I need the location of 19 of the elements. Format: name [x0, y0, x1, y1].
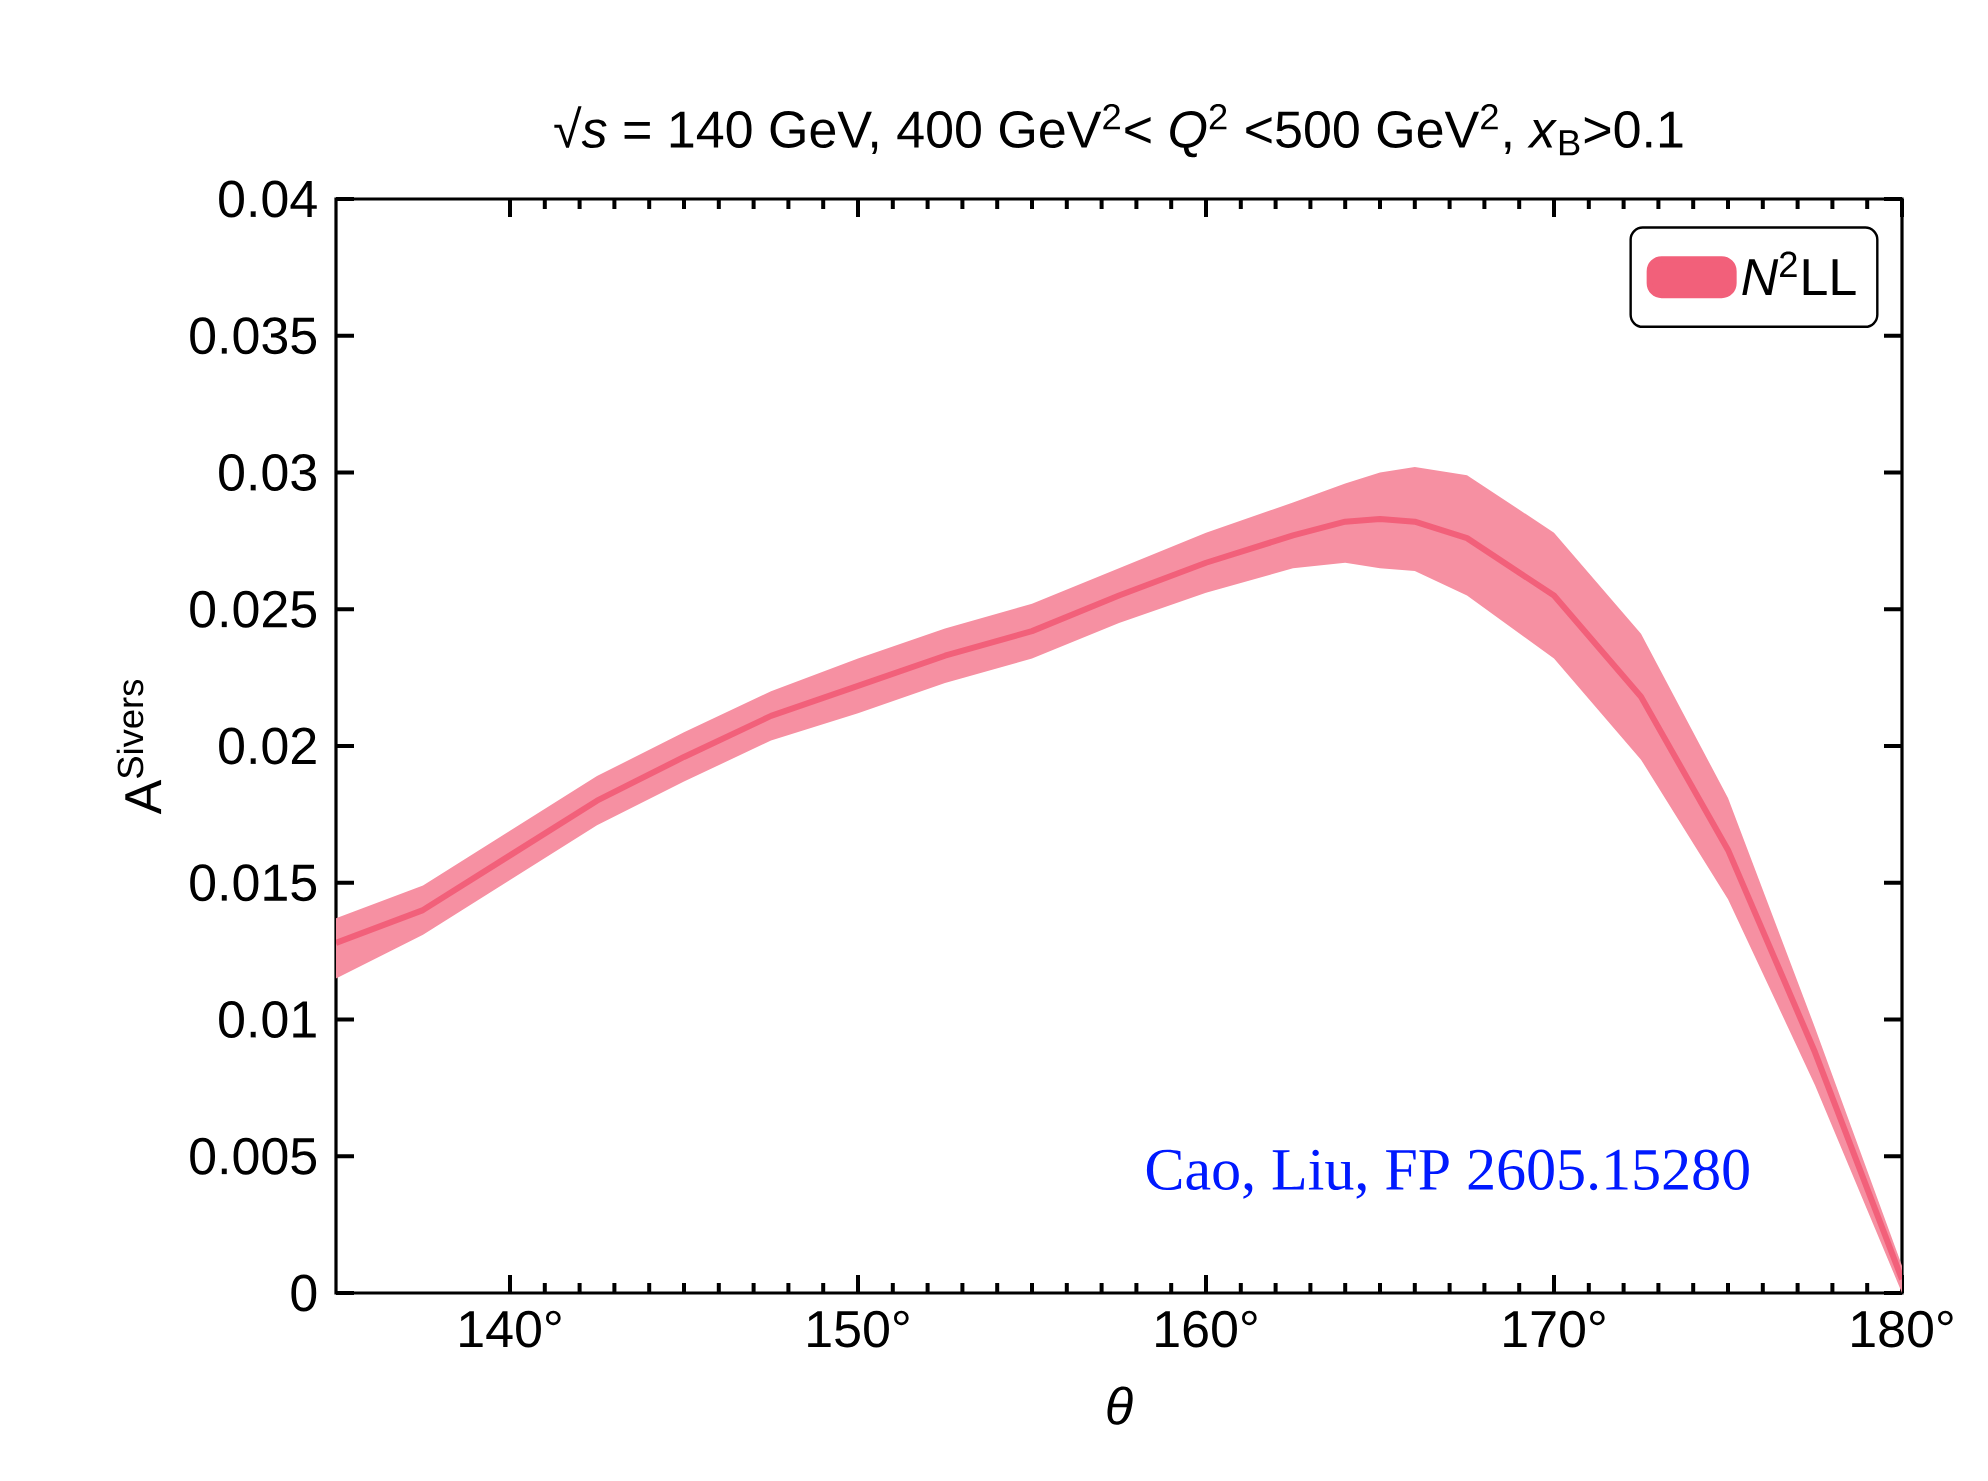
- y-tick-label: 0: [291, 1274, 317, 1312]
- y-tick-label: 0.01: [219, 1001, 316, 1038]
- x-tick-label: 150°: [808, 1310, 909, 1348]
- y-tick-label: 0.04: [219, 180, 317, 218]
- x-tick-label: 160°: [1156, 1310, 1257, 1348]
- legend-label: N$^{2}$LL: [1742, 251, 1856, 295]
- y-axis-title: A$^{Sivers}$: [116, 679, 162, 815]
- x-tick-label: 180°: [1852, 1310, 1953, 1348]
- y-tick-label: 0.03: [219, 454, 316, 491]
- chart-title: √s = 140 GeV, 400 GeV$^{2}$< Q$^{2}$ <500 GeV$^{2}$, x$_{B}$>0.1: [554, 103, 1683, 158]
- y-tick-label: 0.035: [190, 317, 317, 355]
- y-tick-label: 0.005: [190, 1137, 317, 1175]
- y-tick-label: 0.015: [190, 864, 317, 902]
- x-tick-label: 140°: [460, 1310, 561, 1348]
- annotation: Cao, Liu, FP 2605.15280: [1146, 1149, 1749, 1199]
- x-tick-label: 170°: [1504, 1310, 1605, 1348]
- y-tick-label: 0.025: [190, 590, 317, 628]
- y-tick-label: 0.02: [219, 727, 316, 765]
- x-axis-title: θ: [1107, 1386, 1133, 1425]
